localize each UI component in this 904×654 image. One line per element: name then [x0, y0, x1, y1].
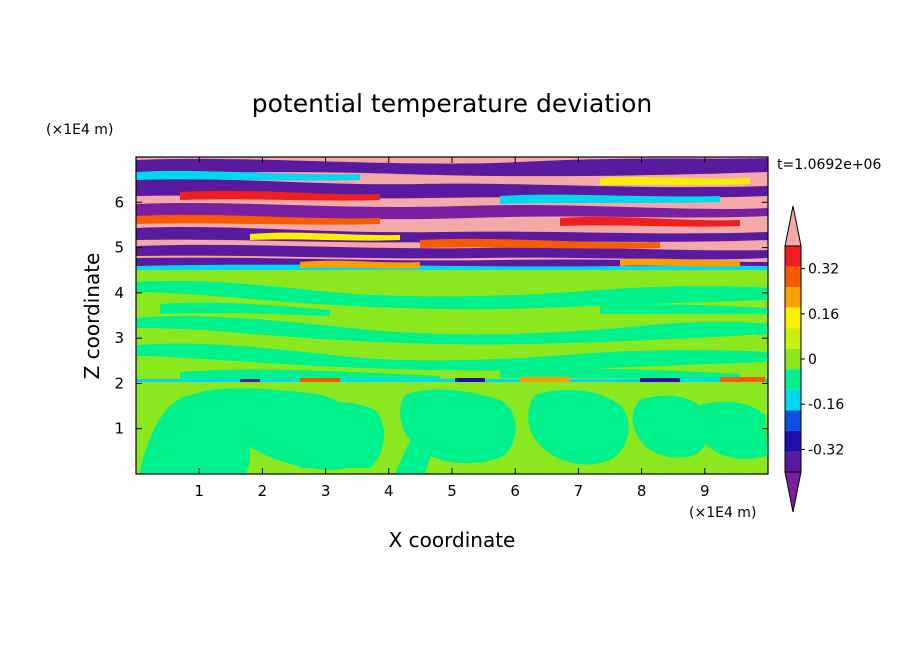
y-tick-label: 4	[114, 284, 124, 302]
x-tick-label: 3	[321, 482, 331, 500]
lower-layer-cells	[140, 388, 768, 474]
y-tick-label: 3	[114, 329, 124, 347]
x-tick-label: 9	[700, 482, 710, 500]
x-tick-label: 5	[447, 482, 457, 500]
colorbar-swatch	[785, 266, 801, 288]
colorbar-tick-label: 0	[808, 352, 817, 368]
colorbar-tick-label: 0.32	[808, 262, 839, 278]
middle-layer-streaks	[136, 280, 768, 382]
upper-layer-bands	[136, 157, 768, 270]
colorbar-swatch	[785, 307, 801, 329]
colorbar-tick-label: -0.16	[808, 397, 844, 413]
y-unit-label: (×1E4 m)	[46, 122, 113, 138]
colorbar-bottom-arrow	[784, 471, 802, 513]
colorbar-swatch	[785, 246, 801, 267]
x-axis: 1 2 3 4 5 6 7 8 9	[194, 157, 710, 500]
y-tick-label: 6	[114, 193, 124, 211]
time-label: t=1.0692e+06	[777, 157, 881, 173]
colorbar-swatch	[785, 328, 801, 349]
interface-line	[136, 377, 768, 382]
colorbar-swatch	[785, 430, 801, 452]
colorbar-tick-label: 0.16	[808, 307, 839, 323]
colorbar: 0.32 0.16 0 -0.16 -0.32	[784, 205, 844, 513]
colorbar-swatch	[785, 410, 801, 431]
colorbar-swatch	[785, 348, 801, 370]
x-tick-label: 2	[258, 482, 268, 500]
y-axis-label: Z coordinate	[80, 253, 104, 380]
y-tick-label: 2	[114, 374, 124, 392]
x-tick-label: 7	[574, 482, 584, 500]
colorbar-swatch	[785, 287, 801, 308]
colorbar-tick-label: -0.32	[808, 442, 844, 458]
chart-title: potential temperature deviation	[252, 89, 652, 118]
x-tick-label: 6	[510, 482, 520, 500]
x-tick-label: 1	[194, 482, 204, 500]
y-axis: 1 2 3 4 5 6	[114, 193, 768, 438]
colorbar-top-arrow	[784, 205, 802, 247]
colorbar-swatch	[785, 369, 801, 390]
y-tick-label: 1	[114, 420, 124, 438]
colorbar-swatch	[785, 389, 801, 411]
x-axis-label: X coordinate	[389, 528, 516, 552]
x-tick-label: 4	[384, 482, 394, 500]
x-unit-label: (×1E4 m)	[689, 505, 756, 521]
x-tick-label: 8	[637, 482, 647, 500]
plot-area	[136, 157, 768, 474]
y-tick-label: 5	[114, 239, 124, 257]
colorbar-swatch	[785, 451, 801, 472]
